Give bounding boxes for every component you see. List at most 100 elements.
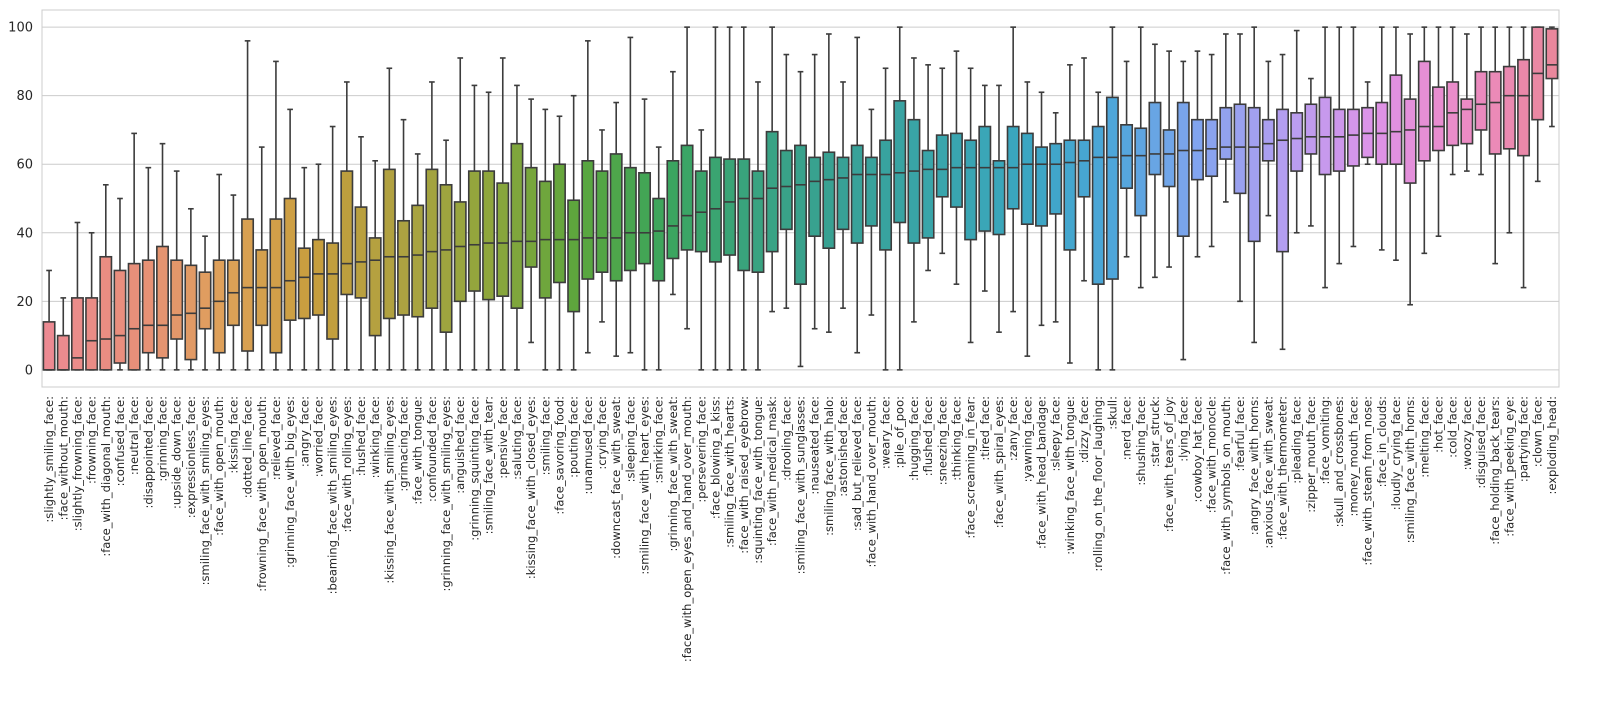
box-45 <box>680 26 694 330</box>
x-tick-label: :upside_down_face: <box>170 396 184 509</box>
x-tick-label: :worried_face: <box>311 396 325 477</box>
box-73 <box>1077 57 1091 282</box>
x-tick-label: :face_with_hand_over_mouth: <box>864 396 878 568</box>
box-94 <box>1375 26 1389 251</box>
x-tick-label: :tired_face: <box>978 396 992 461</box>
box-19 <box>311 163 325 371</box>
box-iqr <box>680 144 694 251</box>
x-tick-label: :saluting_face: <box>510 396 524 480</box>
box-iqr <box>1432 86 1445 152</box>
box-11 <box>198 235 212 371</box>
box-4 <box>99 183 113 371</box>
box-47 <box>708 26 722 371</box>
x-tick-label: :confounded_face: <box>425 396 439 502</box>
box-iqr <box>1233 103 1247 195</box>
box-77 <box>1134 26 1148 289</box>
box-34 <box>524 98 538 344</box>
box-51 <box>765 26 779 313</box>
x-tick-label: :astonished_face: <box>836 396 850 497</box>
x-tick-label: :face_with_symbols_on_mouth: <box>1219 396 1233 575</box>
box-iqr <box>694 170 708 253</box>
box-93 <box>1361 81 1375 166</box>
x-tick-label: :star_struck: <box>1148 396 1162 467</box>
x-tick-label: :anguished_face: <box>453 396 467 494</box>
x-tick-label: :unamused_face: <box>581 396 595 494</box>
box-iqr <box>297 247 311 320</box>
box-60 <box>893 26 907 371</box>
x-tick-label: :frowning_face_with_open_mouth: <box>255 396 269 592</box>
box-57 <box>850 36 864 354</box>
y-tick-label: 20 <box>16 295 33 310</box>
x-tick-label: :smirking_face: <box>652 396 666 484</box>
box-72 <box>1063 64 1077 364</box>
box-9 <box>170 170 184 371</box>
box-iqr <box>1148 101 1162 176</box>
box-iqr <box>510 142 524 309</box>
x-tick-label: :face_with_raised_eyebrow: <box>737 396 751 554</box>
x-tick-label: :pleading_face: <box>1290 396 1304 484</box>
box-iqr <box>1304 103 1318 155</box>
x-tick-label: :face_with_steam_from_nose: <box>1361 396 1375 566</box>
box-84 <box>1233 33 1247 303</box>
box-iqr <box>326 242 340 340</box>
box-76 <box>1120 60 1134 258</box>
box-32 <box>496 57 510 371</box>
box-iqr <box>581 160 595 280</box>
box-iqr <box>1261 118 1275 162</box>
box-iqr <box>1091 125 1105 285</box>
x-tick-label: :grinning_squinting_face: <box>467 396 481 541</box>
box-iqr <box>879 139 893 251</box>
box-iqr <box>42 321 56 371</box>
box-iqr <box>893 100 907 224</box>
box-67 <box>992 84 1006 333</box>
box-36 <box>553 115 566 371</box>
box-iqr <box>1417 60 1431 162</box>
box-70 <box>1035 91 1048 327</box>
box-83 <box>1219 33 1233 203</box>
box-58 <box>864 108 878 316</box>
box-23 <box>368 160 382 371</box>
box-iqr <box>949 132 963 208</box>
box-43 <box>652 146 666 371</box>
x-tick-label: :angry_face: <box>297 396 311 467</box>
box-85 <box>1247 26 1261 344</box>
y-tick-label: 80 <box>16 89 33 104</box>
box-102 <box>1488 26 1502 265</box>
box-41 <box>623 36 637 354</box>
box-iqr <box>1219 106 1233 160</box>
box-40 <box>609 101 623 357</box>
box-iqr <box>708 156 722 263</box>
x-tick-label: :nauseated_face: <box>808 396 822 495</box>
box-50 <box>751 81 765 371</box>
x-tick-label: :slightly_frowning_face: <box>70 396 84 531</box>
box-iqr <box>56 334 70 371</box>
box-iqr <box>652 197 666 282</box>
box-iqr <box>1191 118 1204 181</box>
x-tick-label: :face_with_medical_mask: <box>765 396 779 546</box>
x-tick-label: :grinning_face: <box>156 396 170 482</box>
box-25 <box>397 118 410 371</box>
box-iqr <box>269 218 283 354</box>
box-74 <box>1091 91 1105 371</box>
box-10 <box>184 207 198 371</box>
box-26 <box>411 153 425 371</box>
x-tick-label: :face_with_thermometer: <box>1276 396 1290 540</box>
box-iqr <box>1488 70 1502 155</box>
x-tick-label: :money_mouth_face: <box>1346 396 1360 516</box>
box-iqr <box>609 153 623 282</box>
box-iqr <box>467 170 481 292</box>
box-iqr <box>567 199 581 313</box>
x-tick-label: :persevering_face: <box>694 396 708 503</box>
x-tick-label: :nerd_face: <box>1120 396 1134 460</box>
box-81 <box>1191 50 1204 258</box>
box-iqr <box>1020 132 1034 226</box>
box-37 <box>567 94 581 371</box>
x-tick-label: :kissing_face: <box>226 396 240 474</box>
y-tick-label: 0 <box>25 363 33 378</box>
box-iqr <box>170 259 184 340</box>
box-iqr <box>836 156 850 231</box>
x-tick-label: :relieved_face: <box>269 396 283 480</box>
box-iqr <box>1545 28 1559 80</box>
x-tick-label: :smiling_face_with_smiling_eyes: <box>198 396 212 585</box>
x-tick-label: :sleeping_face: <box>623 396 637 482</box>
